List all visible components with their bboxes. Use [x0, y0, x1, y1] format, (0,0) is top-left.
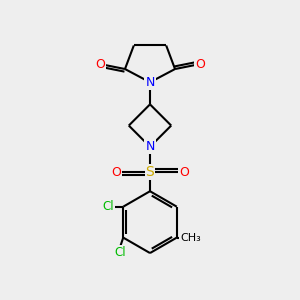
Text: O: O — [195, 58, 205, 71]
Text: O: O — [111, 166, 121, 178]
Text: O: O — [95, 58, 105, 71]
Text: S: S — [146, 165, 154, 179]
Text: N: N — [145, 140, 155, 153]
Text: Cl: Cl — [103, 200, 114, 213]
Text: O: O — [179, 166, 189, 178]
Text: N: N — [145, 76, 155, 89]
Text: CH₃: CH₃ — [180, 232, 201, 243]
Text: Cl: Cl — [115, 246, 126, 259]
